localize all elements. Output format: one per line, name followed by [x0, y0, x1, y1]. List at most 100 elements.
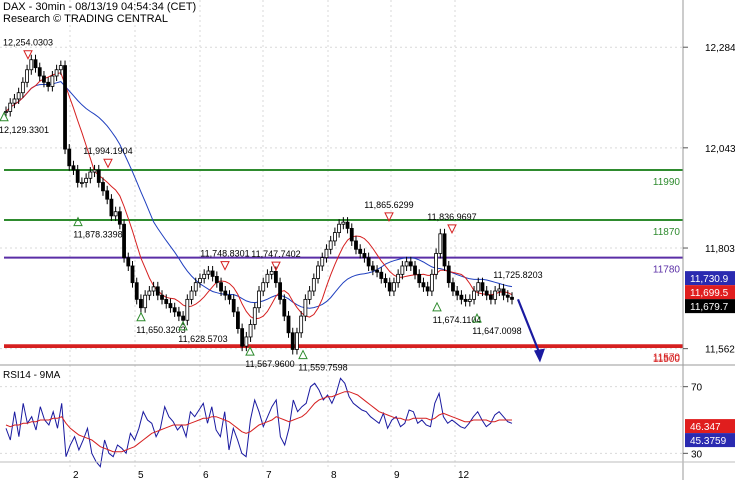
price-badge-bg	[685, 271, 735, 286]
candle-body	[467, 298, 472, 302]
candle-body	[198, 278, 202, 284]
swing-high-marker	[23, 50, 33, 60]
swing-low-label: 11,559.7598	[298, 363, 347, 373]
swing-low-marker	[0, 111, 9, 122]
time-axis-label: 12	[458, 470, 470, 480]
candle-body	[240, 328, 245, 347]
candle-body	[290, 332, 295, 350]
swing-high-label: 11,865.6299	[364, 200, 413, 210]
candle-body	[273, 271, 278, 284]
candle-body	[455, 290, 460, 296]
time-axis-label: 5	[138, 470, 144, 480]
price-axis-label: 12,284	[705, 43, 735, 54]
candle-body	[265, 273, 270, 284]
candle-body	[451, 282, 455, 292]
level-label-11870: 11870	[653, 227, 681, 238]
candle-body	[311, 278, 316, 292]
candle-body	[16, 92, 21, 100]
candle-body	[446, 265, 451, 284]
candle-body	[231, 298, 236, 313]
candle-body	[295, 332, 299, 350]
candle-body	[307, 290, 312, 300]
candle-body	[63, 65, 67, 150]
candle-body	[324, 248, 329, 259]
candle-body	[400, 265, 405, 275]
price-axis-label: 11,562	[705, 345, 735, 356]
swing-low-marker	[136, 311, 146, 322]
candle-body	[282, 298, 287, 317]
candle-body	[434, 253, 439, 275]
time-axis-label: 8	[331, 470, 337, 480]
candle-body	[501, 288, 506, 296]
candle-body	[88, 171, 93, 179]
annotation-layer: 12,254.0303 12,129.3301 11,994.1904 11,878.…	[0, 38, 545, 373]
candle-body	[442, 233, 447, 267]
candle-body	[42, 75, 46, 83]
price-badge-label: 11,699.5	[690, 288, 729, 299]
rsi-title: RSI14 - 9MA	[3, 370, 61, 381]
rsi-badge-bg	[685, 433, 735, 448]
candle-body	[459, 294, 464, 300]
time-axis-label: 6	[203, 470, 209, 480]
candle-body	[139, 298, 143, 309]
price-badge-bg	[685, 299, 735, 314]
candle-body	[219, 282, 223, 292]
candle-body	[337, 223, 342, 233]
time-axis-label: 7	[266, 470, 272, 480]
candle-body	[236, 311, 240, 329]
rsi-layer: RSI14 - 9MA	[3, 370, 513, 468]
candle-body	[54, 69, 59, 77]
swing-high-label: 11,747.7402	[251, 249, 300, 259]
candle-body	[105, 190, 110, 200]
candle-body	[366, 257, 371, 267]
candle-body	[29, 59, 34, 71]
candle-body	[172, 307, 177, 313]
candle-body	[358, 248, 363, 254]
grid-layer	[0, 0, 735, 470]
candle-layer	[4, 54, 514, 355]
candle-body	[332, 232, 337, 242]
candle-body	[109, 198, 114, 217]
swing-low-marker	[298, 349, 308, 360]
swing-low-marker	[73, 216, 83, 227]
rsi-axis-label: 30	[691, 449, 703, 460]
candle-body	[463, 298, 468, 302]
candle-body	[341, 221, 346, 225]
candle-body	[33, 59, 38, 69]
candle-body	[387, 282, 392, 292]
candle-body	[362, 253, 367, 259]
candle-body	[261, 282, 266, 292]
candle-body	[210, 270, 215, 277]
candle-body	[303, 298, 308, 317]
candle-body	[12, 98, 17, 104]
candle-body	[134, 282, 139, 300]
price-label: 11,725.8203	[493, 270, 542, 280]
rsi-axis-label: 70	[691, 383, 703, 394]
candle-body	[92, 169, 97, 173]
candle-body	[20, 81, 25, 94]
candle-body	[206, 270, 211, 275]
candle-body	[50, 75, 55, 87]
candle-body	[176, 311, 181, 317]
candle-body	[71, 165, 76, 171]
candle-body	[126, 257, 131, 267]
candle-body	[354, 240, 358, 250]
candle-body	[497, 288, 502, 292]
candle-body	[214, 276, 219, 284]
candle-body	[248, 324, 253, 338]
candle-body	[383, 278, 388, 284]
candle-body	[202, 273, 207, 279]
candle-body	[113, 211, 118, 217]
candle-body	[151, 286, 156, 292]
swing-low-label: 11,567.9600	[245, 359, 294, 369]
candle-body	[80, 182, 84, 184]
swing-low-label: 11,647.0098	[472, 326, 521, 336]
swing-low-marker	[432, 301, 442, 312]
forecast-arrow-head	[534, 348, 545, 363]
candle-body	[438, 233, 443, 254]
candle-body	[227, 294, 232, 300]
candle-body	[117, 211, 122, 225]
swing-high-marker	[271, 261, 281, 272]
swing-high-marker	[220, 261, 230, 271]
